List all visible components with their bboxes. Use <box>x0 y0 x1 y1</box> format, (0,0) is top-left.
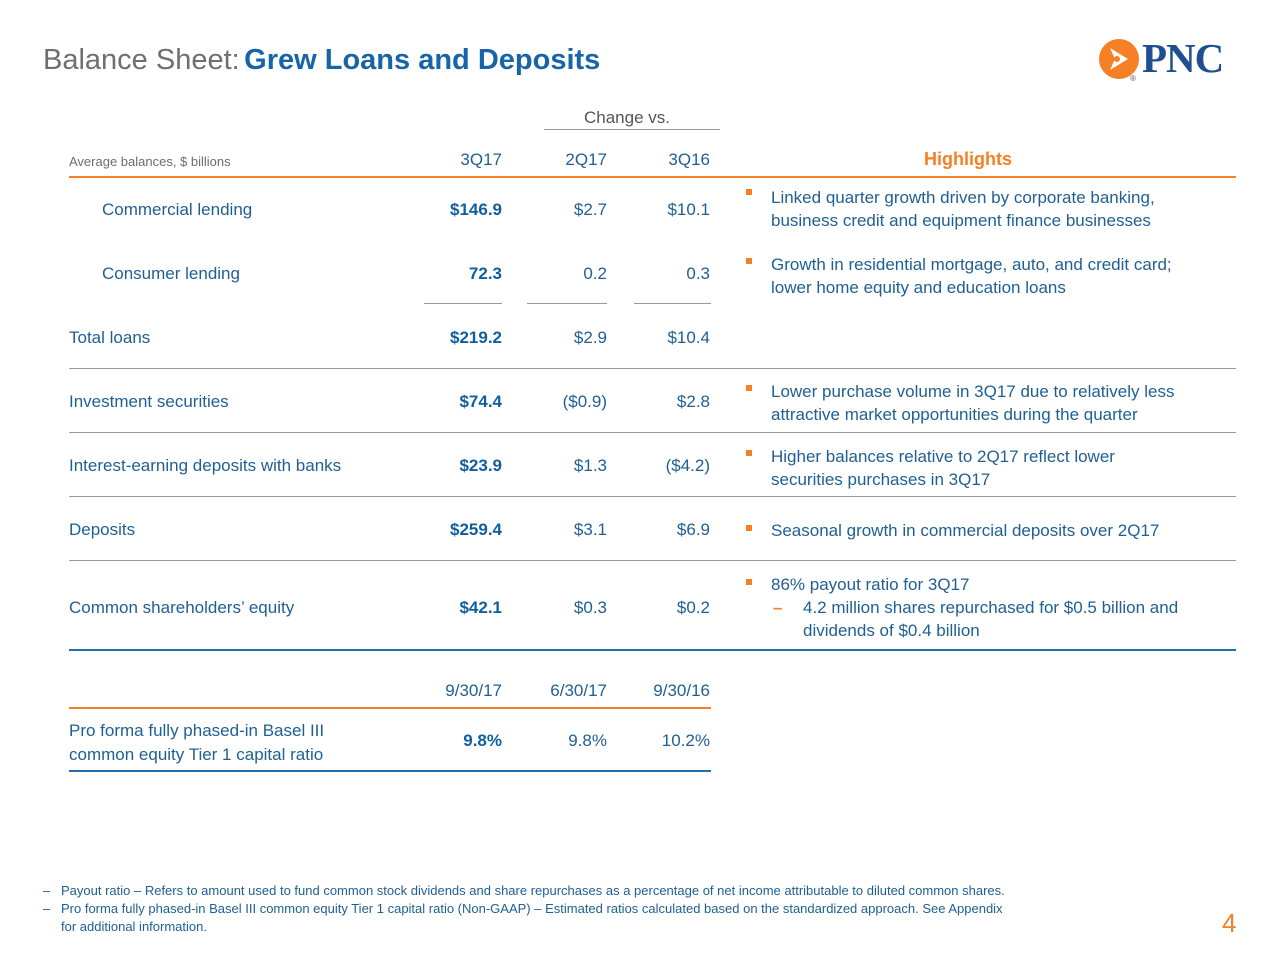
value-3q16: $2.8 <box>676 392 710 411</box>
logo-text: PNC <box>1142 35 1224 81</box>
highlight-line: lower home equity and education loans <box>771 278 1066 297</box>
highlight-line: Higher balances relative to 2Q17 reflect… <box>771 447 1115 466</box>
row-label-commercial-lending: Commercial lending <box>102 200 253 219</box>
capital-value-3: 10.2% <box>661 731 710 750</box>
highlight-6: 86% payout ratio for 3Q17 <box>771 573 969 596</box>
highlight-line: Linked quarter growth driven by corporat… <box>771 188 1155 207</box>
row-label-consumer-lending: Consumer lending <box>102 264 240 283</box>
row-divider <box>69 496 1236 497</box>
highlight-5: Seasonal growth in commercial deposits o… <box>771 519 1159 542</box>
highlight-line: 86% payout ratio for 3Q17 <box>771 575 970 594</box>
bullet-square-icon <box>746 525 752 531</box>
row-label-investment-securities: Investment securities <box>69 392 229 411</box>
value-3q17: 72.3 <box>468 264 502 283</box>
highlights-title: Highlights <box>924 149 1012 169</box>
value-3q16: $10.4 <box>667 328 710 347</box>
row-label-common-shareholders-equity: Common shareholders’ equity <box>69 598 295 617</box>
highlight-1: Linked quarter growth driven by corporat… <box>771 186 1155 232</box>
value-3q17: $23.9 <box>459 456 502 475</box>
highlight-line: business credit and equipment finance bu… <box>771 211 1151 230</box>
footnote-2-continued: for additional information. <box>61 919 207 934</box>
change-vs-header: Change vs. <box>584 108 670 127</box>
capital-value-2: 9.8% <box>568 731 607 750</box>
change-vs-underline <box>544 129 720 130</box>
value-3q17: $259.4 <box>450 520 502 539</box>
value-3q16: ($4.2) <box>665 456 710 475</box>
value-2q17: $3.1 <box>573 520 607 539</box>
value-2q17: $0.3 <box>573 598 607 617</box>
value-2q17: $2.7 <box>573 200 607 219</box>
highlight-line: dividends of $0.4 billion <box>803 621 980 640</box>
highlight-line: Growth in residential mortgage, auto, an… <box>771 255 1172 274</box>
row-label-deposits: Deposits <box>69 520 136 539</box>
highlight-line: 4.2 million shares repurchased for $0.5 … <box>803 598 1179 617</box>
row-divider <box>69 368 1236 369</box>
value-2q17: 0.2 <box>583 264 607 283</box>
table-bottom-rule <box>69 649 1236 651</box>
capital-header-rule <box>69 707 711 709</box>
pnc-logo: PNC ® <box>1098 35 1238 83</box>
units-label: Average balances, $ billions <box>69 154 231 169</box>
value-2q17: $1.3 <box>573 456 607 475</box>
value-3q16: 0.3 <box>686 264 710 283</box>
bullet-square-icon <box>746 450 752 456</box>
row-divider <box>69 432 1236 433</box>
value-3q16: $6.9 <box>676 520 710 539</box>
footnote-dash: – <box>43 901 51 916</box>
capital-col-header-1: 9/30/17 <box>445 681 502 700</box>
page-number: 4 <box>1222 908 1237 938</box>
value-3q16: $0.2 <box>676 598 710 617</box>
highlight-line: Seasonal growth in commercial deposits o… <box>771 521 1160 540</box>
highlight-line: Lower purchase volume in 3Q17 due to rel… <box>771 382 1175 401</box>
sub-bullet-dash: – <box>773 598 783 617</box>
capital-value-1: 9.8% <box>463 731 502 750</box>
subtotal-rule-3q16 <box>634 303 711 304</box>
highlight-line: attractive market opportunities during t… <box>771 405 1138 424</box>
title-main: Grew Loans and Deposits <box>244 44 601 76</box>
highlight-line: securities purchases in 3Q17 <box>771 470 991 489</box>
capital-bottom-rule <box>69 770 711 772</box>
bullet-square-icon <box>746 579 752 585</box>
highlight-3: Lower purchase volume in 3Q17 due to rel… <box>771 380 1175 426</box>
value-3q17: $219.2 <box>450 328 502 347</box>
footnote-2: Pro forma fully phased-in Basel III comm… <box>61 901 1003 916</box>
subtotal-rule-2q17 <box>527 303 607 304</box>
capital-ratio-label: Pro forma fully phased-in Basel III comm… <box>69 719 324 767</box>
value-3q17: $74.4 <box>459 392 502 411</box>
value-3q17: $146.9 <box>450 200 502 219</box>
capital-label-line: common equity Tier 1 capital ratio <box>69 745 324 764</box>
value-2q17: ($0.9) <box>562 392 607 411</box>
highlight-6-sub: 4.2 million shares repurchased for $0.5 … <box>803 596 1178 642</box>
header-rule <box>69 176 1236 178</box>
col-header-3q16: 3Q16 <box>668 150 710 169</box>
footnote-1: Payout ratio – Refers to amount used to … <box>61 883 1005 898</box>
row-label-total-loans: Total loans <box>69 328 151 347</box>
capital-col-header-3: 9/30/16 <box>653 681 710 700</box>
value-3q17: $42.1 <box>459 598 502 617</box>
highlight-4: Higher balances relative to 2Q17 reflect… <box>771 445 1115 491</box>
capital-col-header-2: 6/30/17 <box>550 681 607 700</box>
title-prefix: Balance Sheet: <box>43 44 240 76</box>
bullet-square-icon <box>746 258 752 264</box>
logo-registered-mark: ® <box>1130 74 1136 83</box>
bullet-square-icon <box>746 189 752 195</box>
value-3q16: $10.1 <box>667 200 710 219</box>
col-header-2q17: 2Q17 <box>565 150 607 169</box>
pnc-orange-arrow-icon <box>1099 39 1139 79</box>
col-header-3q17: 3Q17 <box>460 150 502 169</box>
footnote-dash: – <box>43 883 51 898</box>
bullet-square-icon <box>746 385 752 391</box>
value-2q17: $2.9 <box>573 328 607 347</box>
page-title: Balance Sheet: Grew Loans and Deposits <box>43 44 600 77</box>
capital-label-line: Pro forma fully phased-in Basel III <box>69 721 325 740</box>
row-divider <box>69 560 1236 561</box>
highlight-2: Growth in residential mortgage, auto, an… <box>771 253 1172 299</box>
row-label-interest-earning-deposits: Interest-earning deposits with banks <box>69 456 342 475</box>
subtotal-rule-3q17 <box>424 303 502 304</box>
